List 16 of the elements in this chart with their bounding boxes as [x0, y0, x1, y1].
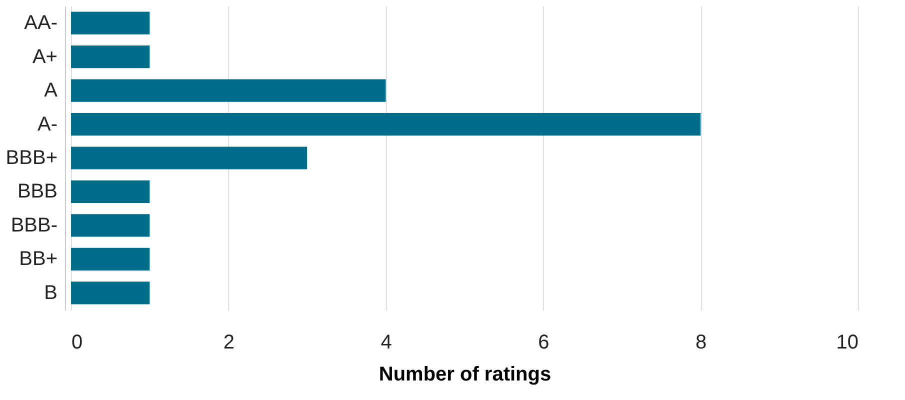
- x-axis-title: Number of ratings: [378, 364, 552, 386]
- y-tick-label: A: [44, 80, 58, 102]
- x-tick-label: 8: [696, 332, 707, 354]
- y-tick-label: BB+: [19, 248, 58, 270]
- y-tick-label: BBB-: [10, 214, 58, 236]
- y-tick-label: BBB: [17, 180, 58, 203]
- x-tick-label: 4: [380, 332, 392, 354]
- x-tick-label: 2: [223, 332, 234, 354]
- y-tick-label: A+: [32, 46, 58, 68]
- x-tick-label: 10: [836, 332, 858, 354]
- y-tick-label: BBB+: [6, 147, 58, 169]
- y-tick-label: B: [44, 282, 58, 304]
- x-tick-label: 6: [538, 332, 550, 354]
- y-tick-label: AA-: [24, 12, 58, 34]
- y-tick-label: A-: [38, 113, 58, 136]
- x-tick-label: 0: [72, 332, 83, 354]
